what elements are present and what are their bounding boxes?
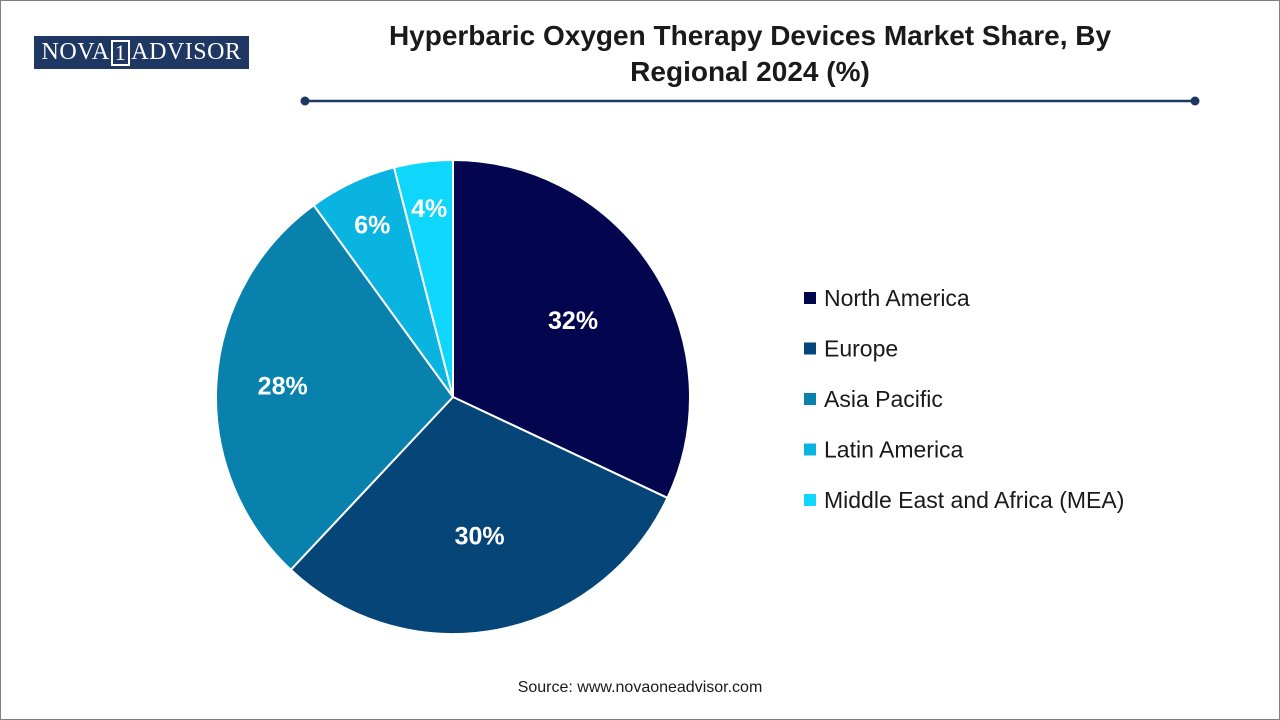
- title-underline: [300, 96, 1200, 106]
- slice-label-north-america: 32%: [548, 307, 598, 335]
- slice-label-latin-america: 6%: [354, 211, 390, 239]
- slice-label-middle-east-and-africa-mea: 4%: [411, 195, 447, 223]
- pie-slice-labels: 32% 30% 28% 6% 4%: [258, 195, 598, 551]
- legend-label-middle-east-and-africa-mea: Middle East and Africa (MEA): [824, 487, 1124, 513]
- legend-label-europe: Europe: [824, 336, 898, 362]
- logo-text-left: NOVA: [41, 39, 110, 65]
- legend-label-north-america: North America: [824, 285, 970, 311]
- chart-legend: North America Europe Asia Pacific Latin Ame…: [804, 285, 1124, 513]
- logo-text-one: 1: [110, 39, 131, 66]
- legend-label-asia-pacific: Asia Pacific: [824, 386, 943, 412]
- pie-slice-north-america: [452, 158, 691, 500]
- legend-swatch-latin-america: [804, 443, 816, 456]
- pie-slices: [215, 158, 691, 636]
- pie-slice-europe: [289, 395, 669, 636]
- slice-label-asia-pacific: 28%: [258, 372, 308, 400]
- pie-slice-asia-pacific: [215, 203, 455, 572]
- logo-text-right: ADVISOR: [131, 39, 242, 65]
- legend-swatch-north-america: [804, 292, 816, 304]
- pie-slice-middle-east-and-africa-mea: [392, 158, 454, 398]
- legend-label-latin-america: Latin America: [824, 437, 964, 463]
- legend-swatch-europe: [804, 342, 816, 355]
- slice-label-europe: 30%: [455, 523, 505, 551]
- chart-title-line-1: Hyperbaric Oxygen Therapy Devices Market…: [388, 20, 1112, 51]
- nova-one-advisor-logo: NOVA 1 ADVISOR: [34, 36, 249, 69]
- source-note: Source: www.novaoneadvisor.com: [517, 679, 763, 696]
- legend-swatch-middle-east-and-africa-mea: [804, 494, 816, 506]
- legend-swatch-asia-pacific: [804, 393, 816, 405]
- chart-title-line-2: Regional 2024 (%): [630, 56, 870, 87]
- chart-title: Hyperbaric Oxygen Therapy Devices Market…: [300, 18, 1200, 90]
